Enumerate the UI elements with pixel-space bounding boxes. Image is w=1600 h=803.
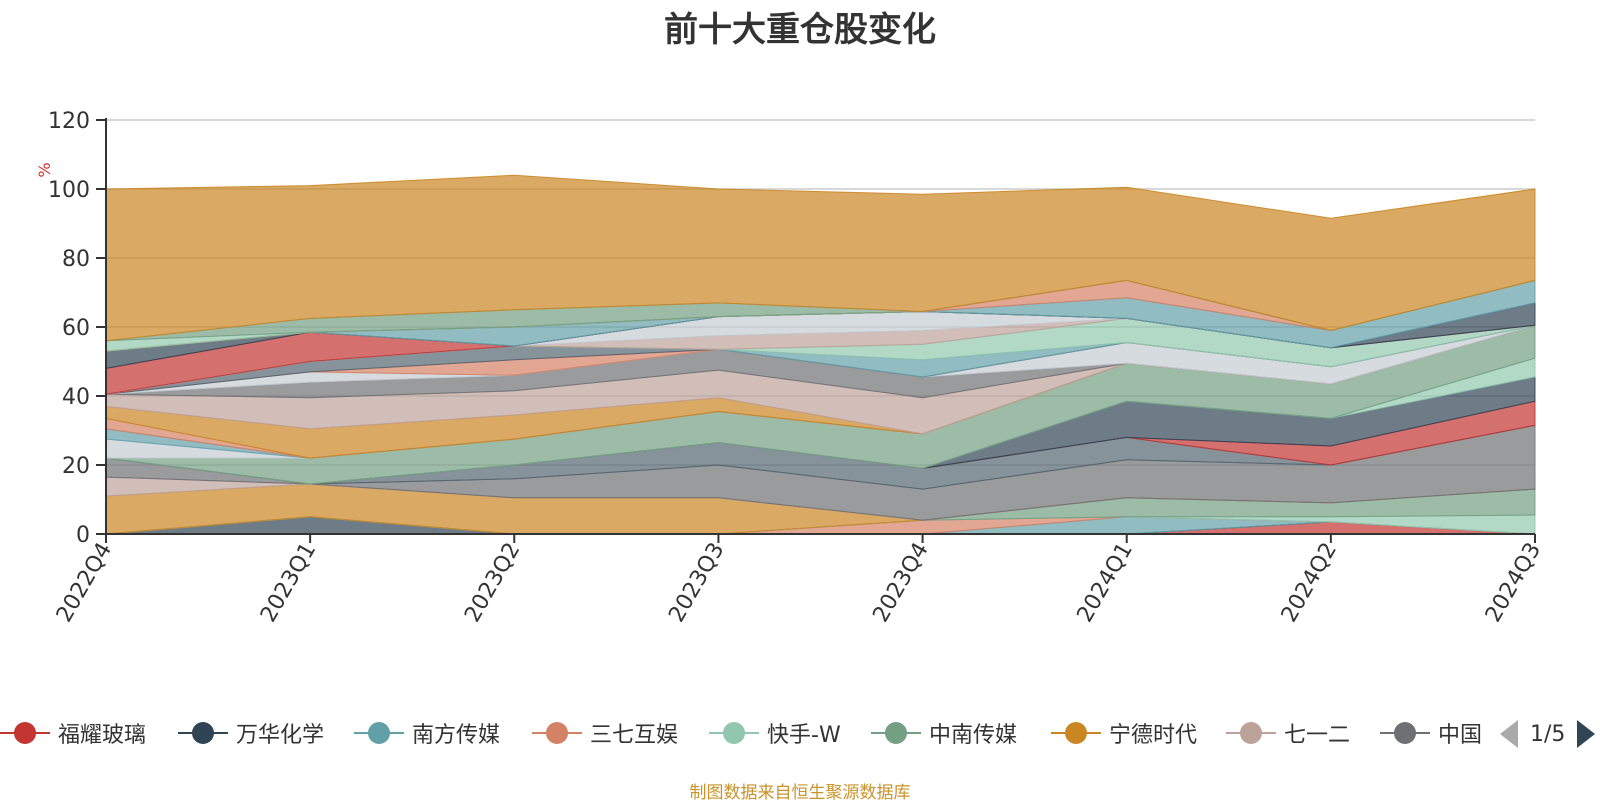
legend-item[interactable]: 快手-W — [709, 716, 841, 750]
legend-item[interactable]: 宁德时代 — [1051, 716, 1197, 750]
y-tick-label: 40 — [62, 385, 90, 410]
legend-pager: 1/5 — [1500, 716, 1600, 752]
x-tick-label: 2023Q4 — [868, 539, 933, 627]
legend-marker-icon — [0, 716, 50, 750]
area-series-34 — [105, 174, 1536, 342]
pager-next-icon[interactable] — [1577, 720, 1596, 748]
legend-item[interactable]: 中南传媒 — [871, 716, 1017, 750]
legend-marker-icon — [1226, 716, 1276, 750]
legend: 福耀玻璃 万华化学 南方传媒 三七互娱 快手-W 中南传媒 宁德时代 七一二 中国 — [0, 716, 1600, 752]
x-tick-label: 2022Q4 — [52, 539, 117, 627]
legend-marker-icon — [354, 716, 404, 750]
legend-label: 三七互娱 — [590, 723, 679, 748]
legend-label: 宁德时代 — [1109, 723, 1198, 748]
legend-marker-icon — [709, 716, 759, 750]
legend-marker-icon — [1051, 716, 1101, 750]
legend-label: 万华化学 — [236, 723, 325, 748]
y-tick-label: 120 — [48, 109, 90, 134]
x-tick-label: 2024Q2 — [1277, 539, 1342, 627]
y-tick-label: 0 — [76, 523, 90, 548]
legend-marker-icon — [1380, 716, 1430, 750]
legend-item[interactable]: 中国 — [1380, 716, 1482, 750]
x-tick-label: 2023Q3 — [664, 539, 729, 627]
chart-title: 前十大重仓股变化 — [664, 10, 936, 50]
y-tick-label: 60 — [62, 316, 90, 341]
legend-label: 南方传媒 — [412, 723, 501, 748]
y-tick-label: 20 — [62, 454, 90, 479]
legend-item[interactable]: 七一二 — [1226, 716, 1350, 750]
x-tick-label: 2023Q1 — [256, 539, 321, 627]
legend-item[interactable]: 南方传媒 — [354, 716, 500, 750]
legend-item[interactable]: 福耀玻璃 — [0, 716, 146, 750]
chart-plot: 0 20 40 60 80 100 120% 2022Q4 2023Q1 2023Q2 2023Q3… — [35, 109, 1546, 627]
legend-item[interactable]: 万华化学 — [178, 716, 324, 750]
x-tick-label: 2024Q1 — [1073, 539, 1138, 627]
y-axis-label: % — [35, 162, 54, 177]
legend-item[interactable]: 三七互娱 — [532, 716, 678, 750]
pager-text: 1/5 — [1530, 721, 1566, 747]
legend-label: 福耀玻璃 — [58, 723, 147, 748]
source-note: 制图数据来自恒生聚源数据库 — [689, 783, 911, 803]
pager-prev-icon[interactable] — [1500, 720, 1518, 748]
y-tick-label: 100 — [48, 178, 90, 203]
x-tick-label: 2024Q3 — [1481, 539, 1546, 627]
legend-label: 中国 — [1437, 723, 1482, 748]
x-tick-label: 2023Q2 — [460, 539, 525, 627]
y-tick-label: 80 — [62, 247, 90, 272]
legend-marker-icon — [871, 716, 921, 750]
legend-label: 七一二 — [1284, 723, 1351, 748]
legend-marker-icon — [532, 716, 582, 750]
legend-marker-icon — [178, 716, 228, 750]
legend-label: 快手-W — [767, 723, 841, 748]
legend-label: 中南传媒 — [929, 723, 1018, 748]
